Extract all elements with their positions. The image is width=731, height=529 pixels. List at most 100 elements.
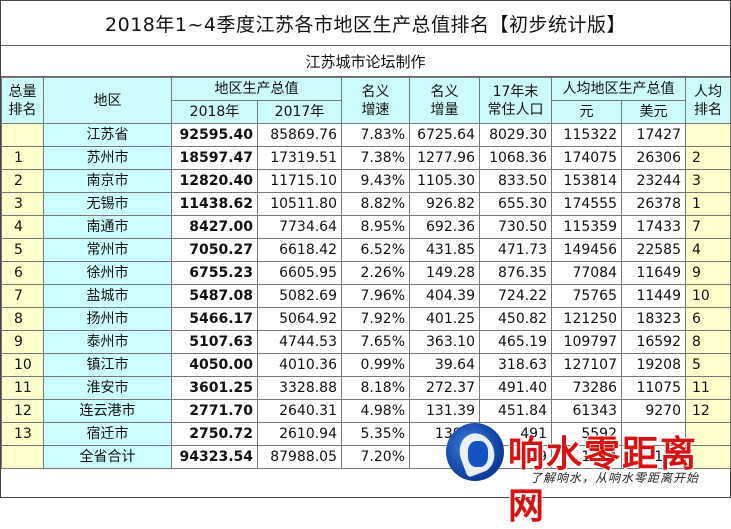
per-capita-usd-cell: 9270 (621, 399, 686, 423)
per-capita-yuan-cell: 153814 (551, 169, 622, 193)
per-capita-usd-cell: 26378 (621, 192, 686, 216)
gdp-2017-cell: 6618.42 (257, 238, 342, 262)
gdp-2017-cell: 10511.80 (257, 192, 342, 216)
growth-cell: 0.99% (341, 353, 410, 377)
per-capita-yuan-cell: 115322 (551, 123, 622, 147)
rank-cell: 1 (1, 146, 44, 170)
gdp-2017-cell: 4744.53 (257, 330, 342, 354)
population-cell: 833.50 (479, 169, 552, 193)
table-row: 11 淮安市 3601.25 3328.88 8.18% 272.37 491.40 7328… (1, 376, 731, 400)
per-capita-usd-cell: 23244 (621, 169, 686, 193)
region-cell: 江苏省 (43, 123, 172, 147)
per-capita-rank-cell: 11 (685, 376, 731, 400)
growth-cell: 7.92% (341, 307, 410, 331)
rank-cell: 9 (1, 330, 44, 354)
growth-cell: 8.95% (341, 215, 410, 239)
per-capita-yuan-cell: 77084 (551, 261, 622, 285)
increment-cell: 401.25 (409, 307, 480, 331)
rank-cell (1, 445, 44, 469)
per-capita-rank-cell: 10 (685, 284, 731, 308)
increment-cell: 363.10 (409, 330, 480, 354)
increment-cell: 6725.64 (409, 123, 480, 147)
per-capita-rank-cell: 1 (685, 192, 731, 216)
growth-cell: 7.38% (341, 146, 410, 170)
region-cell: 全省合计 (43, 445, 172, 469)
gdp-2018-cell: 94323.54 (171, 445, 258, 469)
header-per-capita-rank: 人均 排名 (685, 77, 731, 124)
increment-cell: 692.36 (409, 215, 480, 239)
per-capita-yuan-cell: 174075 (551, 146, 622, 170)
table-row: 4 南通市 8427.00 7734.64 8.95% 692.36 730.50 11535… (1, 215, 731, 239)
table-row: 1 苏州市 18597.47 17319.51 7.38% 1277.96 1068.36 1… (1, 146, 731, 170)
rank-cell: 4 (1, 215, 44, 239)
rank-cell: 5 (1, 238, 44, 262)
region-cell: 无锡市 (43, 192, 172, 216)
per-capita-yuan-cell: 61343 (551, 399, 622, 423)
increment-cell: 1105.30 (409, 169, 480, 193)
per-capita-rank-cell: 12 (685, 399, 731, 423)
gdp-2017-cell: 5082.69 (257, 284, 342, 308)
increment-cell: 272.37 (409, 376, 480, 400)
per-capita-rank-cell (685, 123, 731, 147)
per-capita-rank-cell: 4 (685, 238, 731, 262)
population-cell: 876.35 (479, 261, 552, 285)
table-row: 6 徐州市 6755.23 6605.95 2.26% 149.28 876.35 77084… (1, 261, 731, 285)
rank-cell: 3 (1, 192, 44, 216)
gdp-2017-cell: 7734.64 (257, 215, 342, 239)
table-body: 江苏省 92595.40 85869.76 7.83% 6725.64 8029.30 11… (1, 123, 731, 469)
header-increment: 名义 增量 (409, 77, 480, 124)
rank-cell: 8 (1, 307, 44, 331)
growth-cell: 5.35% (341, 422, 410, 446)
region-cell: 南通市 (43, 215, 172, 239)
region-cell: 泰州市 (43, 330, 172, 354)
gdp-2017-cell: 87988.05 (257, 445, 342, 469)
region-cell: 连云港市 (43, 399, 172, 423)
header-region: 地区 (43, 77, 172, 124)
region-cell: 徐州市 (43, 261, 172, 285)
header-row-1: 总量 排名 地区 地区生产总值 名义 增速 名义 增量 17年末 常住人口 人均地区生产… (1, 77, 731, 124)
per-capita-rank-cell: 8 (685, 330, 731, 354)
per-capita-yuan-cell: 127107 (551, 353, 622, 377)
per-capita-rank-cell: 5 (685, 353, 731, 377)
per-capita-usd-cell: 177 (621, 445, 686, 469)
header-rank: 总量 排名 (1, 77, 44, 124)
gdp-2018-cell: 8427.00 (171, 215, 258, 239)
population-cell: 1068.36 (479, 146, 552, 170)
growth-cell: 9.43% (341, 169, 410, 193)
header-growth: 名义 增速 (341, 77, 410, 124)
population-cell: 318.63 (479, 353, 552, 377)
growth-cell: 6.52% (341, 238, 410, 262)
growth-cell: 7.20% (341, 445, 410, 469)
per-capita-usd-cell: 17427 (621, 123, 686, 147)
per-capita-rank-cell: 7 (685, 215, 731, 239)
gdp-2018-cell: 92595.40 (171, 123, 258, 147)
per-capita-usd-cell: 26306 (621, 146, 686, 170)
region-cell: 淮安市 (43, 376, 172, 400)
per-capita-usd-cell: 18323 (621, 307, 686, 331)
region-cell: 扬州市 (43, 307, 172, 331)
rank-cell: 11 (1, 376, 44, 400)
region-cell: 盐城市 (43, 284, 172, 308)
table-row: 10 镇江市 4050.00 4010.36 0.99% 39.64 318.63 12710… (1, 353, 731, 377)
header-population: 17年末 常住人口 (479, 77, 552, 124)
population-cell: 8029.30 (479, 123, 552, 147)
per-capita-usd-cell: 11075 (621, 376, 686, 400)
per-capita-rank-cell: 9 (685, 261, 731, 285)
watermark-slogan: 了解响水，从响水零距离开始 (530, 471, 700, 485)
growth-cell: 7.65% (341, 330, 410, 354)
per-capita-rank-cell: 6 (685, 307, 731, 331)
table-row: 8 扬州市 5466.17 5064.92 7.92% 401.25 450.82 12125… (1, 307, 731, 331)
rank-cell: 10 (1, 353, 44, 377)
table-row: 江苏省 92595.40 85869.76 7.83% 6725.64 8029.30 11… (1, 123, 731, 147)
region-cell: 苏州市 (43, 146, 172, 170)
per-capita-yuan-cell: 73286 (551, 376, 622, 400)
per-capita-yuan-cell: 149456 (551, 238, 622, 262)
spreadsheet: 2018年1~4季度江苏各市地区生产总值排名【初步统计版】 江苏城市论坛制作 总… (0, 0, 731, 498)
gdp-2018-cell: 6755.23 (171, 261, 258, 285)
watermark: 响水零距离网 了解响水，从响水零距离开始 (438, 421, 728, 527)
gdp-2018-cell: 5107.63 (171, 330, 258, 354)
gdp-2017-cell: 2610.94 (257, 422, 342, 446)
gdp-2017-cell: 2640.31 (257, 399, 342, 423)
